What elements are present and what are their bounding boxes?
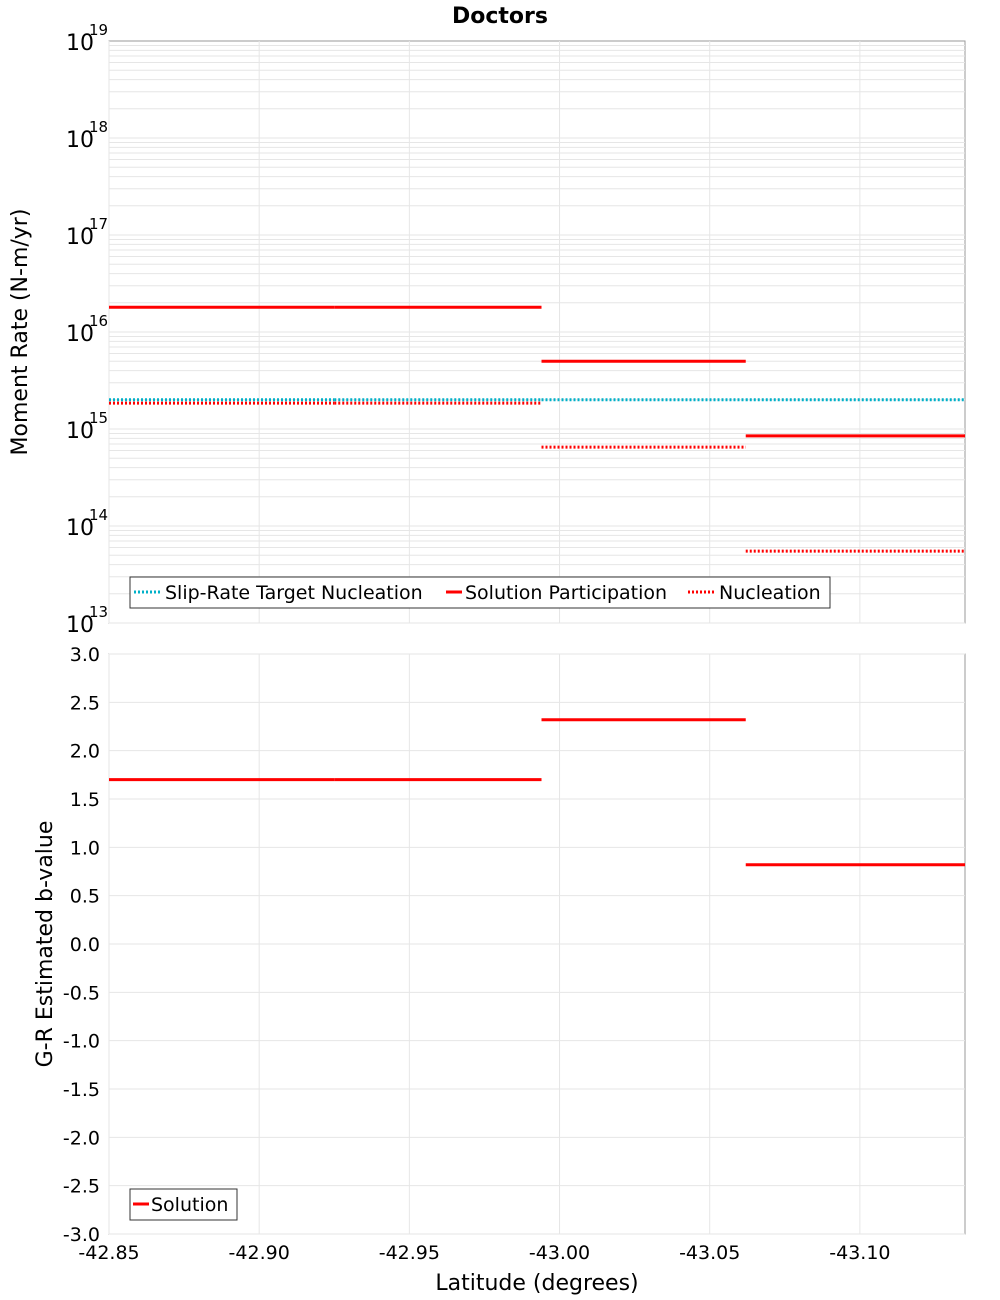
b-value-y-tick-label: 2.0	[70, 741, 100, 763]
moment-rate-y-tick-exponent: 17	[89, 215, 108, 233]
moment-rate-series	[109, 305, 965, 553]
x-tick-label: -43.10	[829, 1242, 890, 1264]
legend-label-solution-participation: Solution Participation	[465, 582, 667, 604]
moment-rate-legend: Slip-Rate Target Nucleation Solution Par…	[129, 576, 831, 609]
moment-rate-y-tick-exponent: 15	[89, 409, 108, 427]
legend-label-slip-rate-target: Slip-Rate Target Nucleation	[165, 582, 423, 604]
moment-rate-y-tick-exponent: 16	[89, 312, 108, 330]
legend-label-solution: Solution	[151, 1194, 228, 1216]
moment-rate-y-axis-label: Moment Rate (N-m/yr)	[8, 209, 33, 456]
b-value-y-tick-label: -0.5	[63, 982, 100, 1004]
x-tick-label: -43.05	[679, 1242, 740, 1264]
b-value-y-ticks: 3.0 2.5 2.0 1.5 1.0 0.5 0.0 -0.5 -1.0 -1.5 -2.0 -2.…	[63, 644, 100, 1246]
x-tick-label: -43.00	[529, 1242, 590, 1264]
b-value-y-tick-label: 0.0	[70, 934, 100, 956]
b-value-legend: Solution	[129, 1188, 238, 1221]
b-value-y-tick-label: -3.0	[63, 1224, 100, 1246]
moment-rate-y-tick-exponent: 13	[89, 603, 108, 621]
b-value-y-axis-label: G-R Estimated b-value	[33, 821, 58, 1068]
x-axis-ticks: -42.85 -42.90 -42.95 -43.00 -43.05 -43.10	[78, 1242, 890, 1264]
x-tick-label: -42.85	[78, 1242, 139, 1264]
b-value-y-tick-label: 1.0	[70, 837, 100, 859]
b-value-grid	[108, 653, 965, 1235]
moment-rate-y-tick-base: 10	[66, 322, 94, 347]
b-value-y-tick-label: 1.5	[70, 789, 100, 811]
b-value-y-tick-label: -2.0	[63, 1127, 100, 1149]
moment-rate-y-tick-base: 10	[66, 225, 94, 250]
x-axis-label: Latitude (degrees)	[435, 1271, 638, 1296]
moment-rate-y-tick-base: 10	[66, 419, 94, 444]
b-value-panel: 3.0 2.5 2.0 1.5 1.0 0.5 0.0 -0.5 -1.0 -1.5 -2.0 -2.…	[33, 644, 966, 1296]
x-tick-label: -42.95	[379, 1242, 440, 1264]
b-value-y-tick-label: 3.0	[70, 644, 100, 666]
b-value-series	[109, 718, 965, 867]
moment-rate-y-tick-base: 10	[66, 128, 94, 153]
moment-rate-grid	[108, 41, 965, 624]
moment-rate-y-tick-base: 10	[66, 31, 94, 56]
moment-rate-y-tick-exponent: 14	[89, 506, 108, 524]
b-value-y-tick-label: -1.5	[63, 1079, 100, 1101]
b-value-y-tick-label: -1.0	[63, 1031, 100, 1053]
moment-rate-y-tick-exponent: 19	[89, 21, 108, 39]
legend-label-nucleation: Nucleation	[719, 582, 821, 604]
moment-rate-y-tick-base: 10	[66, 613, 94, 638]
moment-rate-y-tick-exponent: 18	[89, 118, 108, 136]
chart-title: Doctors	[452, 4, 548, 29]
b-value-y-tick-label: 2.5	[70, 692, 100, 714]
moment-rate-y-tick-base: 10	[66, 516, 94, 541]
x-tick-label: -42.90	[229, 1242, 290, 1264]
b-value-y-tick-label: 0.5	[70, 886, 100, 908]
b-value-y-tick-label: -2.5	[63, 1176, 100, 1198]
